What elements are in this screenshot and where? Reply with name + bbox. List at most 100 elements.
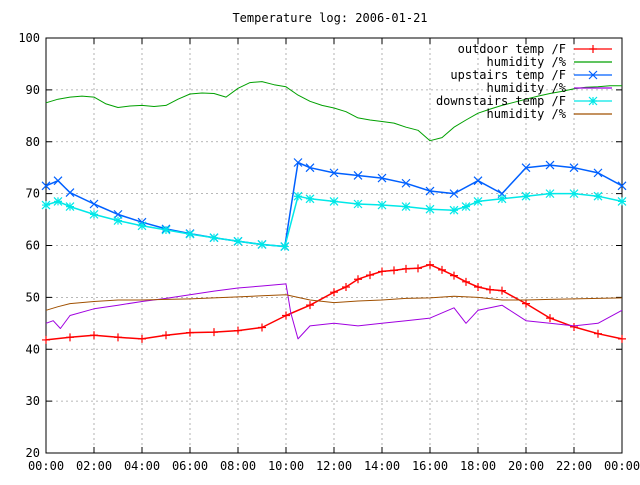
data-point-downstairs-temp: [569, 189, 579, 199]
data-point-outdoor-temp: [546, 314, 554, 323]
data-point-downstairs-temp: [497, 194, 507, 204]
series-humidity-outdoor: [45, 81, 622, 142]
x-tick-label: 00:00: [604, 459, 640, 473]
y-tick-label: 20: [26, 446, 40, 460]
x-tick-label: 16:00: [412, 459, 448, 473]
data-point-downstairs-temp: [89, 209, 99, 219]
data-point-downstairs-temp: [161, 225, 171, 235]
data-point-upstairs-temp: [425, 186, 435, 196]
data-point-downstairs-temp: [473, 196, 483, 206]
legend-label: humidity /%: [487, 55, 567, 69]
plot-border: [45, 37, 623, 454]
data-point-downstairs-temp: [593, 191, 603, 201]
data-point-downstairs-temp: [41, 200, 51, 210]
data-point-downstairs-temp: [353, 199, 363, 209]
y-tick-label: 50: [26, 290, 40, 304]
data-point-outdoor-temp: [390, 266, 398, 275]
data-point-upstairs-temp: [545, 160, 555, 170]
data-point-downstairs-temp: [449, 205, 459, 215]
series-humidity-downstairs: [45, 294, 623, 311]
data-point-downstairs-temp: [461, 202, 471, 212]
data-point-outdoor-temp: [90, 331, 98, 340]
axes: 20 30 40 50 60 70 80 90 100 00:00 02:00 04:00 06:00 0…: [18, 31, 640, 473]
series-line-humidity-upstairs: [45, 283, 623, 340]
legend-label: upstairs temp /F: [450, 68, 566, 82]
series-humidity-upstairs: [45, 283, 623, 340]
series-line-downstairs-temp: [45, 192, 623, 248]
data-point-outdoor-temp: [114, 333, 122, 342]
data-point-outdoor-temp: [186, 328, 194, 337]
data-point-downstairs-temp: [137, 221, 147, 231]
data-point-upstairs-temp: [41, 181, 51, 191]
y-tick-label: 100: [18, 31, 40, 45]
data-point-outdoor-temp: [42, 335, 50, 344]
data-point-outdoor-temp: [594, 329, 602, 338]
y-tick-label: 40: [26, 342, 40, 356]
data-point-outdoor-temp: [570, 322, 578, 331]
data-point-outdoor-temp: [330, 288, 338, 297]
data-point-outdoor-temp: [450, 271, 458, 280]
y-tick-label: 60: [26, 239, 40, 253]
legend-entry-humidity-upstairs: humidity /%: [487, 81, 612, 95]
series-line-humidity-downstairs: [45, 294, 623, 311]
data-point-outdoor-temp: [522, 299, 530, 308]
data-point-outdoor-temp: [426, 260, 434, 269]
data-point-downstairs-temp: [425, 204, 435, 214]
x-tick-label: 22:00: [556, 459, 592, 473]
series-group: [41, 81, 627, 344]
data-point-outdoor-temp: [486, 285, 494, 294]
data-point-outdoor-temp: [498, 286, 506, 295]
data-point-downstairs-temp: [185, 229, 195, 239]
legend-entry-upstairs-temp: upstairs temp /F: [450, 68, 612, 82]
data-point-upstairs-temp: [113, 209, 123, 219]
data-point-downstairs-temp: [521, 191, 531, 201]
data-point-downstairs-temp: [329, 196, 339, 206]
data-point-upstairs-temp: [521, 163, 531, 173]
data-point-outdoor-temp: [234, 326, 242, 335]
series-outdoor-temp: [42, 260, 626, 344]
x-tick-label: 10:00: [268, 459, 304, 473]
y-tick-label: 90: [26, 83, 40, 97]
data-point-upstairs-temp: [53, 176, 63, 186]
data-point-outdoor-temp: [162, 331, 170, 340]
x-tick-label: 12:00: [316, 459, 352, 473]
data-point-outdoor-temp: [282, 311, 290, 320]
data-point-downstairs-temp: [377, 200, 387, 210]
x-tick-label: 14:00: [364, 459, 400, 473]
data-point-upstairs-temp: [353, 171, 363, 180]
data-point-downstairs-temp: [293, 191, 303, 201]
data-point-outdoor-temp: [462, 277, 470, 286]
data-point-upstairs-temp: [593, 168, 603, 178]
data-point-outdoor-temp: [618, 334, 626, 343]
x-tick-label: 06:00: [172, 459, 208, 473]
data-point-downstairs-temp: [209, 233, 219, 243]
data-point-outdoor-temp: [354, 275, 362, 284]
data-point-outdoor-temp: [138, 334, 146, 343]
x-tick-label: 20:00: [508, 459, 544, 473]
data-point-downstairs-temp: [113, 216, 123, 226]
data-point-outdoor-temp: [438, 265, 446, 274]
data-point-downstairs-temp: [53, 196, 63, 206]
data-point-outdoor-temp: [414, 264, 422, 273]
y-tick-label: 30: [26, 394, 40, 408]
data-point-outdoor-temp: [474, 283, 482, 291]
data-point-upstairs-temp: [449, 189, 459, 199]
data-point-outdoor-temp: [366, 271, 374, 280]
legend-marker: [588, 96, 598, 106]
chart-title: Temperature log: 2006-01-21: [232, 11, 427, 25]
data-point-outdoor-temp: [378, 267, 386, 276]
data-point-upstairs-temp: [89, 199, 99, 209]
data-point-downstairs-temp: [617, 196, 627, 206]
x-tick-label: 08:00: [220, 459, 256, 473]
legend-marker: [588, 70, 598, 80]
y-tick-label: 70: [26, 187, 40, 201]
legend-entry-humidity-outdoor: humidity /%: [487, 55, 612, 69]
legend-entry-downstairs-temp: downstairs temp /F: [436, 94, 612, 108]
data-point-downstairs-temp: [401, 202, 411, 212]
data-point-downstairs-temp: [65, 202, 75, 212]
data-point-upstairs-temp: [617, 181, 627, 191]
